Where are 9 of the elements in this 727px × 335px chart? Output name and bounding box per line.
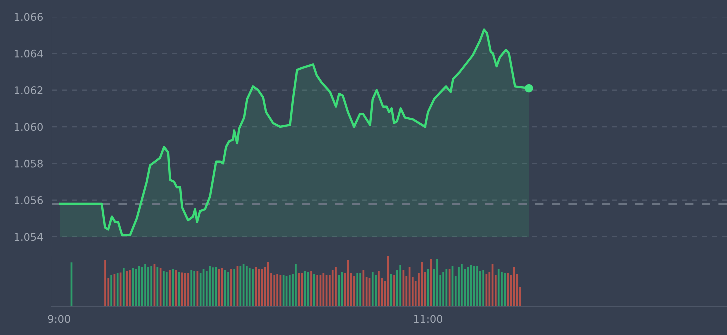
x-tick-label: 11:00 bbox=[414, 315, 443, 324]
y-tick-label: 1.066 bbox=[14, 13, 44, 22]
y-tick-label: 1.058 bbox=[14, 160, 43, 168]
y-tick-label: 1.060 bbox=[14, 123, 43, 132]
y-tick-label: 1.054 bbox=[14, 233, 44, 242]
y-tick-label: 1.056 bbox=[14, 196, 44, 204]
x-tick-label: 9:00 bbox=[48, 315, 70, 324]
y-tick-label: 1.064 bbox=[14, 50, 44, 58]
y-tick-label: 1.062 bbox=[14, 86, 43, 94]
